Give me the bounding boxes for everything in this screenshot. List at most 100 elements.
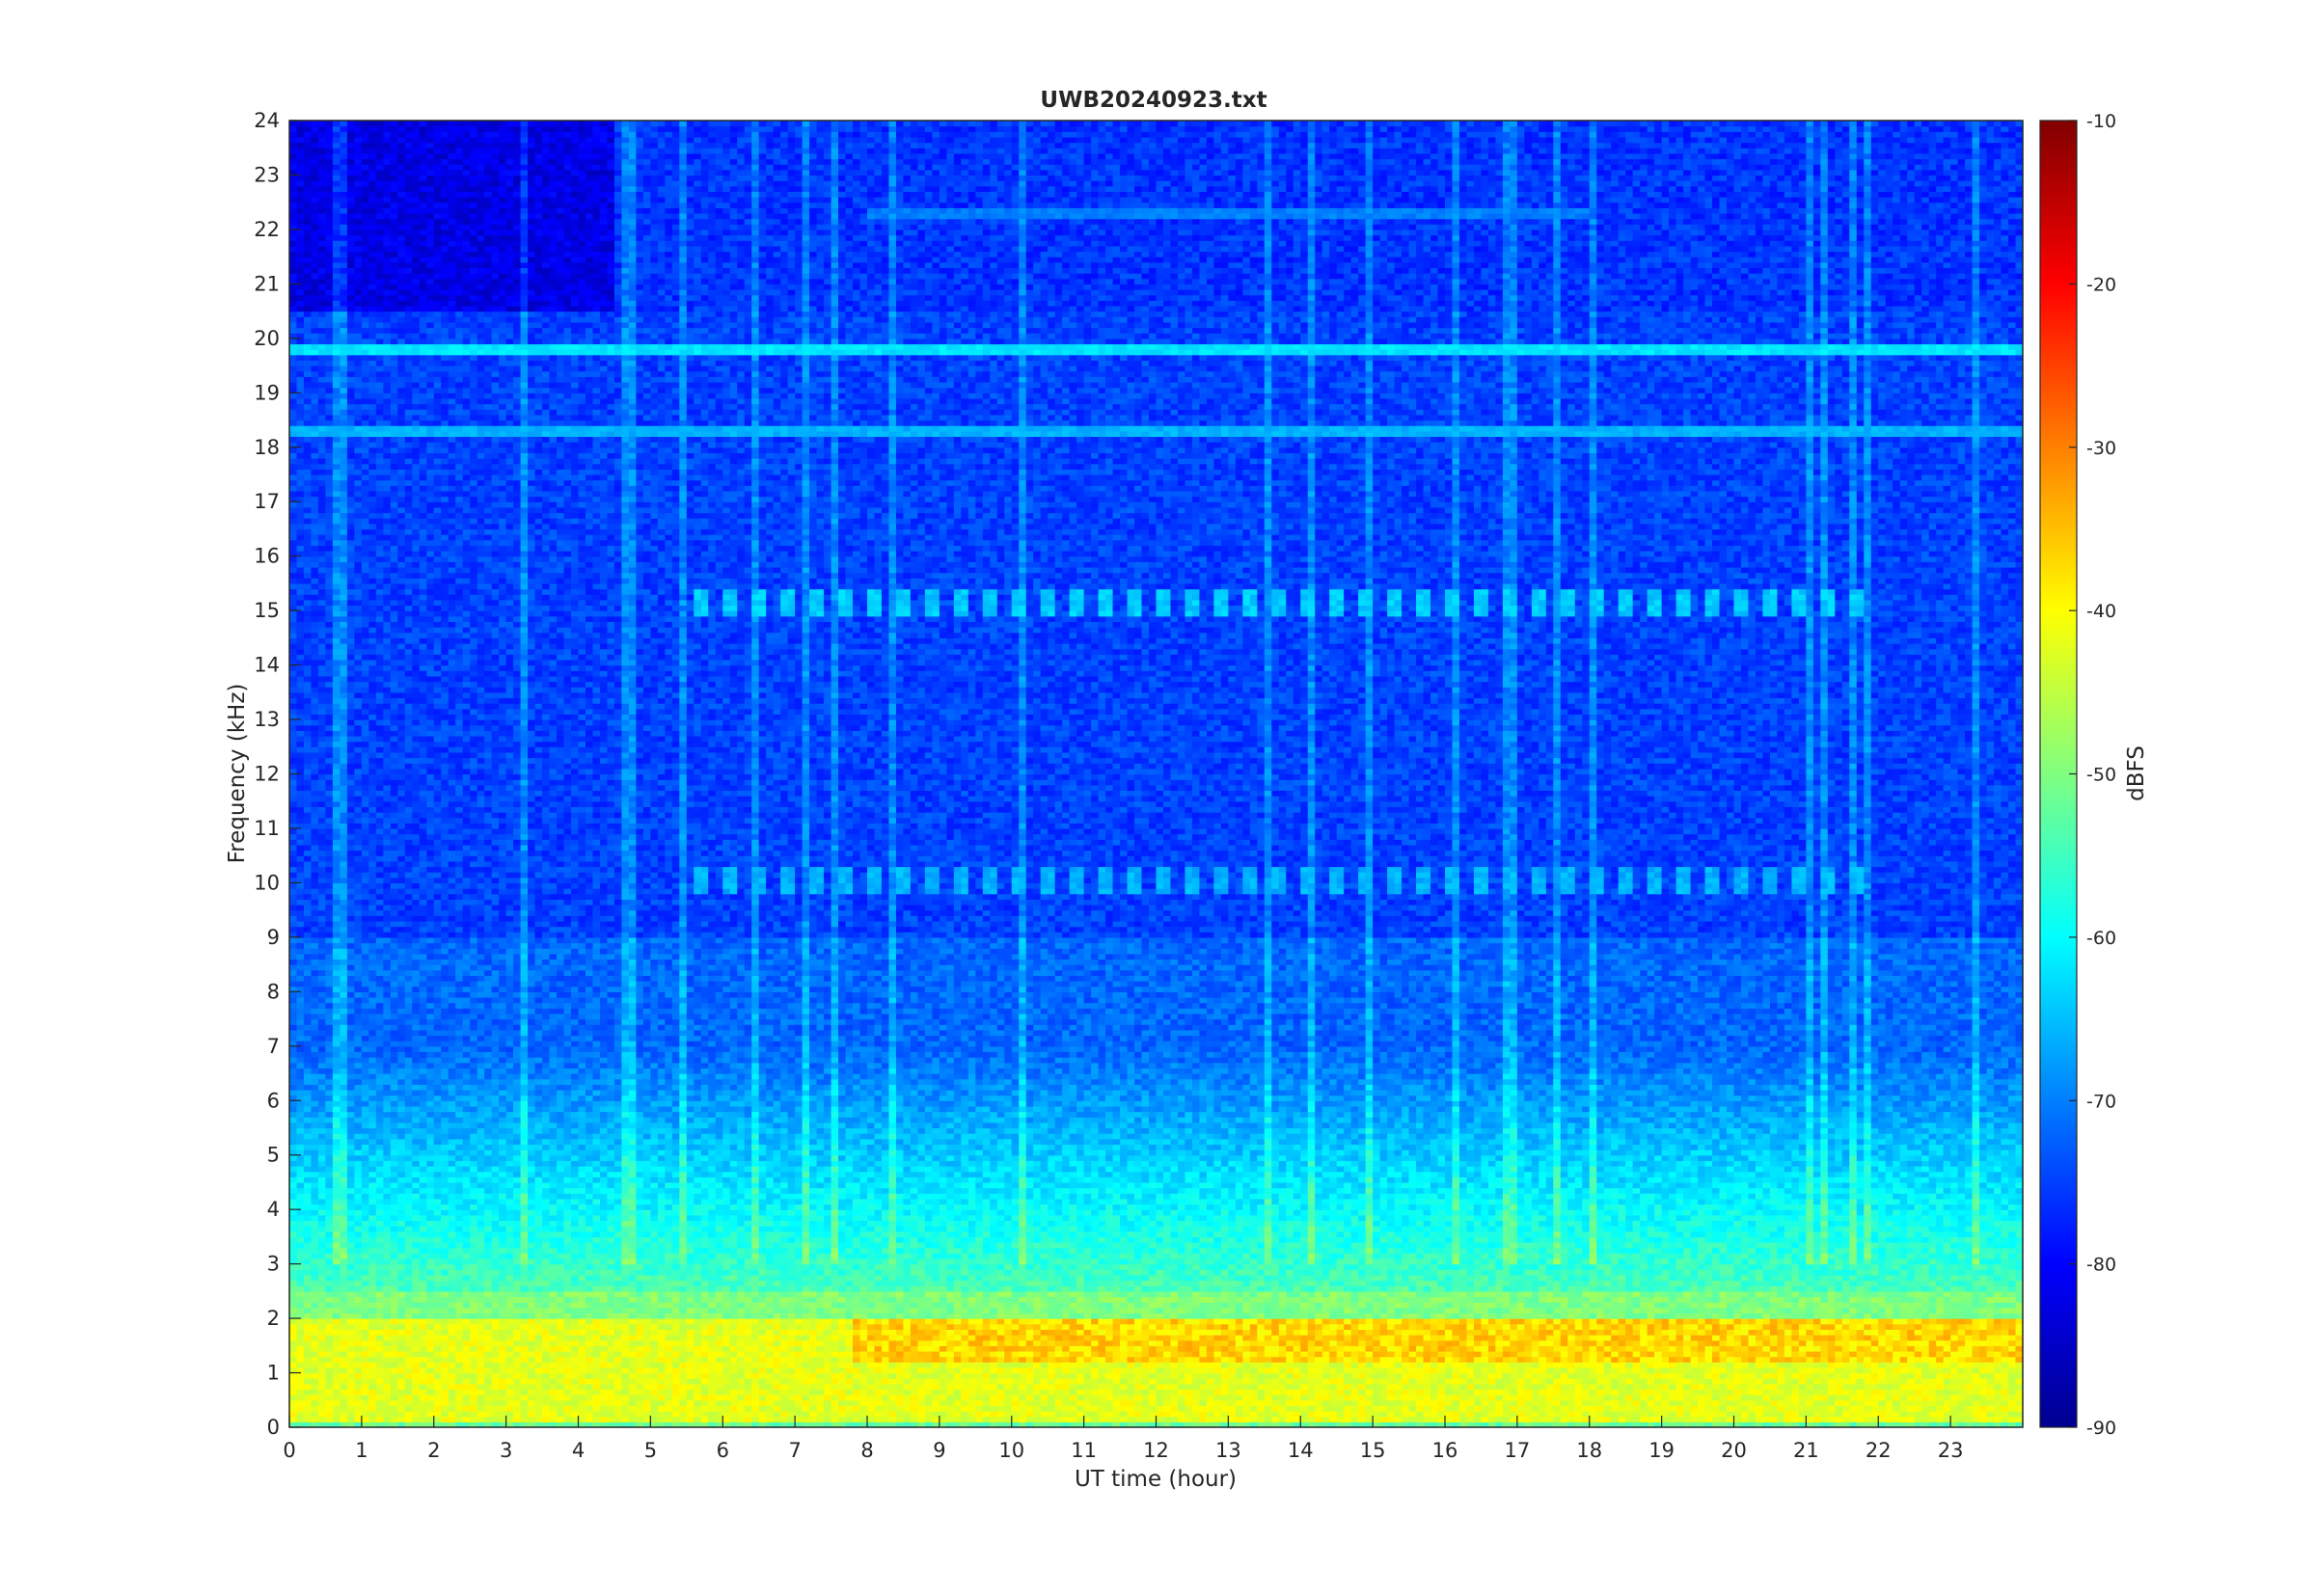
heatmap-cell: [296, 665, 304, 671]
heatmap-cell: [354, 725, 362, 731]
heatmap-cell: [347, 1188, 355, 1194]
heatmap-cell: [304, 1139, 312, 1145]
heatmap-cell: [362, 1057, 369, 1063]
heatmap-cell: [362, 1281, 369, 1286]
heatmap-cell: [340, 888, 347, 894]
heatmap-cell: [347, 230, 355, 235]
heatmap-cell: [333, 349, 340, 355]
heatmap-cell: [362, 485, 369, 491]
heatmap-cell: [368, 1389, 376, 1394]
heatmap-cell: [289, 1340, 297, 1346]
heatmap-cell: [296, 1003, 304, 1009]
heatmap-cell: [362, 1127, 369, 1133]
heatmap-cell: [325, 240, 333, 246]
heatmap-cell: [362, 213, 369, 219]
heatmap-cell: [304, 1063, 312, 1069]
heatmap-cell: [340, 987, 347, 992]
heatmap-cell: [325, 415, 333, 420]
heatmap-cell: [347, 888, 355, 894]
heatmap-cell: [347, 267, 355, 273]
heatmap-cell: [311, 682, 318, 688]
heatmap-cell: [347, 197, 355, 203]
heatmap-cell: [368, 131, 376, 137]
heatmap-cell: [368, 289, 376, 295]
heatmap-cell: [368, 725, 376, 731]
heatmap-cell: [368, 1209, 376, 1215]
heatmap-cell: [368, 742, 376, 747]
heatmap-cell: [333, 1312, 340, 1318]
heatmap-cell: [304, 1003, 312, 1009]
heatmap-cell: [368, 213, 376, 219]
heatmap-cell: [340, 279, 347, 284]
heatmap-cell: [311, 409, 318, 415]
heatmap-cell: [368, 1291, 376, 1297]
heatmap-cell: [362, 1291, 369, 1297]
heatmap-cell: [362, 469, 369, 474]
heatmap-cell: [347, 991, 355, 997]
heatmap-cell: [333, 497, 340, 502]
heatmap-cell: [347, 665, 355, 671]
heatmap-cell: [333, 1199, 340, 1204]
heatmap-cell: [289, 633, 297, 638]
heatmap-cell: [318, 447, 326, 453]
heatmap-cell: [304, 415, 312, 420]
heatmap-cell: [325, 540, 333, 546]
heatmap-cell: [333, 1014, 340, 1019]
heatmap-cell: [296, 230, 304, 235]
heatmap-cell: [318, 1041, 326, 1046]
heatmap-cell: [347, 1378, 355, 1384]
heatmap-cell: [362, 975, 369, 981]
heatmap-cell: [333, 452, 340, 458]
heatmap-cell: [296, 159, 304, 165]
heatmap-cell: [325, 262, 333, 268]
heatmap-cell: [362, 1079, 369, 1085]
heatmap-cell: [289, 137, 297, 143]
heatmap-cell: [325, 513, 333, 519]
heatmap-cell: [304, 284, 312, 289]
heatmap-cell: [347, 769, 355, 774]
heatmap-cell: [304, 894, 312, 900]
heatmap-cell: [340, 991, 347, 997]
heatmap-cell: [325, 964, 333, 970]
heatmap-cell: [325, 1079, 333, 1085]
heatmap-cell: [376, 1051, 384, 1057]
heatmap-cell: [304, 954, 312, 960]
heatmap-cell: [289, 927, 297, 933]
heatmap-cell: [304, 213, 312, 219]
heatmap-cell: [354, 1351, 362, 1357]
heatmap-cell: [354, 1345, 362, 1351]
heatmap-cell: [311, 725, 318, 731]
heatmap-cell: [362, 1068, 369, 1073]
heatmap-cell: [362, 1024, 369, 1030]
heatmap-cell: [318, 191, 326, 197]
heatmap-cell: [347, 1127, 355, 1133]
heatmap-cell: [333, 252, 340, 257]
heatmap-cell: [354, 1335, 362, 1340]
heatmap-cell: [362, 927, 369, 933]
heatmap-cell: [325, 1351, 333, 1357]
heatmap-cell: [325, 1182, 333, 1188]
heatmap-cell: [368, 409, 376, 415]
heatmap-cell: [354, 170, 362, 176]
heatmap-cell: [362, 845, 369, 851]
heatmap-cell: [296, 1285, 304, 1291]
heatmap-cell: [289, 219, 297, 225]
heatmap-cell: [304, 1345, 312, 1351]
heatmap-cell: [304, 262, 312, 268]
heatmap-cell: [289, 1019, 297, 1025]
heatmap-cell: [333, 1357, 340, 1363]
heatmap-cell: [311, 1264, 318, 1270]
heatmap-cell: [289, 882, 297, 888]
heatmap-cell: [296, 970, 304, 976]
heatmap-cell: [347, 1329, 355, 1335]
heatmap-cell: [340, 578, 347, 583]
heatmap-cell: [333, 316, 340, 322]
heatmap-cell: [333, 1302, 340, 1308]
heatmap-cell: [325, 556, 333, 562]
heatmap-cell: [318, 1068, 326, 1073]
plot-area: [289, 121, 2024, 1428]
heatmap-cell: [304, 937, 312, 943]
heatmap-cell: [296, 1199, 304, 1204]
heatmap-cell: [333, 442, 340, 447]
heatmap-cell: [368, 1100, 376, 1106]
